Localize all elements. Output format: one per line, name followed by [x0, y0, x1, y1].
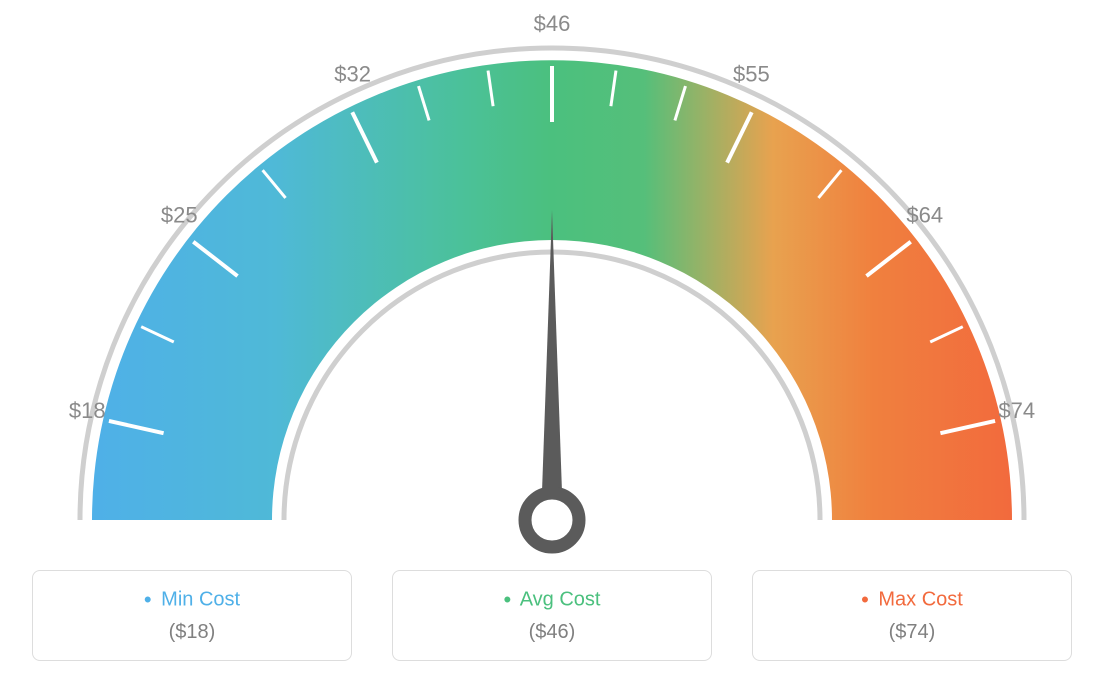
svg-text:$55: $55	[733, 61, 770, 86]
svg-text:$25: $25	[161, 202, 198, 227]
cost-gauge: $18 $25 $32 $46 $55 $64 $74	[0, 0, 1104, 560]
legend-row: • Min Cost ($18) • Avg Cost ($46) • Max …	[0, 560, 1104, 681]
legend-card-avg: • Avg Cost ($46)	[392, 570, 712, 661]
svg-text:$32: $32	[334, 61, 371, 86]
svg-text:$46: $46	[534, 11, 571, 36]
legend-title-max: • Max Cost	[861, 587, 963, 613]
legend-title-avg: • Avg Cost	[504, 587, 601, 613]
svg-text:$64: $64	[906, 202, 943, 227]
legend-title-min: • Min Cost	[144, 587, 240, 613]
svg-text:$18: $18	[69, 398, 106, 423]
legend-value-avg: ($46)	[529, 621, 576, 644]
dot-icon: •	[861, 587, 869, 612]
dot-icon: •	[144, 587, 152, 612]
legend-value-min: ($18)	[169, 621, 216, 644]
legend-label: Max Cost	[878, 588, 962, 610]
legend-card-min: • Min Cost ($18)	[32, 570, 352, 661]
gauge-svg: $18 $25 $32 $46 $55 $64 $74	[0, 0, 1104, 560]
svg-text:$74: $74	[998, 398, 1035, 423]
legend-label: Avg Cost	[520, 588, 601, 610]
legend-value-max: ($74)	[889, 621, 936, 644]
legend-card-max: • Max Cost ($74)	[752, 570, 1072, 661]
dot-icon: •	[504, 587, 512, 612]
legend-label: Min Cost	[161, 588, 240, 610]
